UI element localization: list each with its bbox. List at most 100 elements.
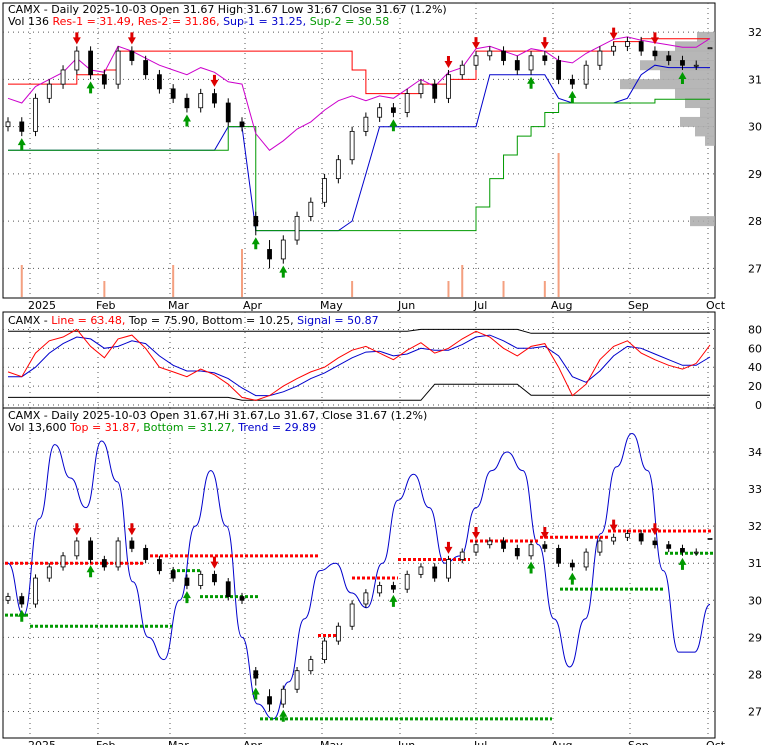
signal-line xyxy=(8,334,711,397)
candle-body xyxy=(253,216,259,227)
volume-profile-bar xyxy=(675,41,715,52)
sell-arrow-p3 xyxy=(210,556,219,569)
candle-body-p3 xyxy=(170,570,176,579)
volume-bar xyxy=(461,265,464,297)
sell-arrow-p3 xyxy=(127,523,136,536)
panel2-plot: 80 60 40 20 0 xyxy=(3,312,762,412)
candle-body-p3 xyxy=(308,659,314,672)
candle-body-p3 xyxy=(129,540,135,549)
buy-arrow-p3 xyxy=(251,687,260,700)
candle-body xyxy=(212,93,217,104)
candle-body xyxy=(501,50,506,61)
panel1-legend: Vol 136 Res-1 = 31.49, Res-2 = 31.86, Su… xyxy=(8,15,389,28)
sell-arrow-p3 xyxy=(444,541,453,554)
candle-body xyxy=(5,121,11,128)
panel3-ytick-label: 31 xyxy=(748,557,762,570)
panel1-xtick-label: Aug xyxy=(551,299,572,312)
panel2-ytick-label: 0 xyxy=(755,399,762,412)
candle-body-p3 xyxy=(212,573,217,583)
candle-body-p3 xyxy=(115,540,121,568)
volume-profile-bar xyxy=(697,31,715,42)
candle-body xyxy=(46,83,52,99)
volume-profile-bar xyxy=(675,88,715,99)
volume-bar xyxy=(447,281,450,297)
panel2-legend-bottom: Bottom = 10.25, xyxy=(202,314,297,327)
candle-body-p3 xyxy=(473,544,479,553)
candle-body-p3 xyxy=(404,573,410,590)
volume-profile-bar xyxy=(640,60,715,71)
panel1-header-text: CAMX - Daily 2025-10-03 Open 31.67 High … xyxy=(8,3,447,16)
sell-arrow xyxy=(540,37,549,50)
panel3-ytick-label: 32 xyxy=(748,520,762,533)
candle-body xyxy=(143,60,149,76)
candle-body xyxy=(19,121,25,132)
candle-body-p3 xyxy=(101,559,107,568)
sell-arrow-p3 xyxy=(472,527,480,539)
candle-body xyxy=(418,83,424,94)
candle-body-p3 xyxy=(184,577,190,586)
volume-profile-bar xyxy=(690,216,715,227)
volume-bar xyxy=(20,265,23,297)
oscillator-line xyxy=(7,328,711,401)
candle-body xyxy=(184,97,190,109)
panel3-xtick-label: Oct xyxy=(706,739,726,745)
candle-body-p3 xyxy=(335,625,341,642)
trend-line xyxy=(7,433,711,720)
candle-body-p3 xyxy=(432,566,438,579)
candle-body-p3 xyxy=(487,540,493,546)
volume-profile-bar xyxy=(660,69,715,80)
candle-body xyxy=(391,107,396,113)
panel3-legend-top: Top = 31.87, xyxy=(69,421,143,434)
panel1-header: CAMX - Daily 2025-10-03 Open 31.67 High … xyxy=(8,3,447,16)
panel1-legend-res1: Res-1 = 31.49, xyxy=(52,15,137,28)
panel3-xtick-label: Sep xyxy=(628,739,649,745)
candle-body xyxy=(239,121,245,128)
candle-body-p3 xyxy=(88,540,93,560)
buy-arrow xyxy=(568,90,577,103)
panel1-xtick-label: Sep xyxy=(628,299,649,312)
candle-body xyxy=(597,50,603,66)
candle-body xyxy=(157,74,162,90)
candle-body-p3 xyxy=(74,540,80,557)
candle-body-p3 xyxy=(556,548,561,564)
candle-body xyxy=(583,64,589,85)
candle-body-p3 xyxy=(280,688,286,705)
candle-body-p3 xyxy=(666,544,672,549)
buy-arrow xyxy=(251,237,260,250)
candle-body xyxy=(693,64,699,67)
candle-body xyxy=(115,50,121,85)
candle-body xyxy=(487,50,493,57)
candle-body xyxy=(322,178,327,203)
sell-arrow xyxy=(444,55,453,68)
candle-body xyxy=(569,79,575,85)
panel3-xtick-label: Jul xyxy=(473,739,487,745)
sell-arrow-p3 xyxy=(609,519,618,532)
volume-profile-bar xyxy=(655,50,715,61)
candle-body-p3 xyxy=(33,577,38,605)
panel1-xtick-label: Jul xyxy=(473,299,487,312)
volume-profile-bar xyxy=(685,98,715,109)
sell-arrow-p3 xyxy=(72,523,81,536)
volume-bar xyxy=(103,281,106,297)
panel1-xtick-label: May xyxy=(320,299,343,312)
candle-body-p3 xyxy=(349,603,355,627)
sell-arrow xyxy=(650,32,659,45)
panel2-legend: CAMX - Line = 63.48, Top = 75.90, Bottom… xyxy=(8,314,379,327)
candle-body xyxy=(652,50,658,57)
panel1-xtick-label: Feb xyxy=(96,299,115,312)
candle-body-p3 xyxy=(239,596,245,601)
candle-body xyxy=(556,60,561,80)
panel3-xtick-label: May xyxy=(320,739,343,745)
volume-profile-bar xyxy=(695,126,715,137)
candle-body xyxy=(267,249,272,260)
buy-arrow-p3 xyxy=(86,565,95,578)
panel1-plot: 32 31 30 29 28 27 2025 Feb Mar Apr May Jun Jul Aug Sep… xyxy=(3,3,762,312)
panel1-legend-sup1: Sup-1 = 31.25, xyxy=(223,15,310,28)
panel1-legend-sup2: Sup-2 = 30.58 xyxy=(310,15,390,28)
sell-arrow-p3 xyxy=(650,523,659,536)
candle-body-p3 xyxy=(322,640,327,660)
candle-body xyxy=(666,55,672,61)
candle-body xyxy=(446,74,451,99)
panel3-xtick-label: Apr xyxy=(243,739,263,745)
